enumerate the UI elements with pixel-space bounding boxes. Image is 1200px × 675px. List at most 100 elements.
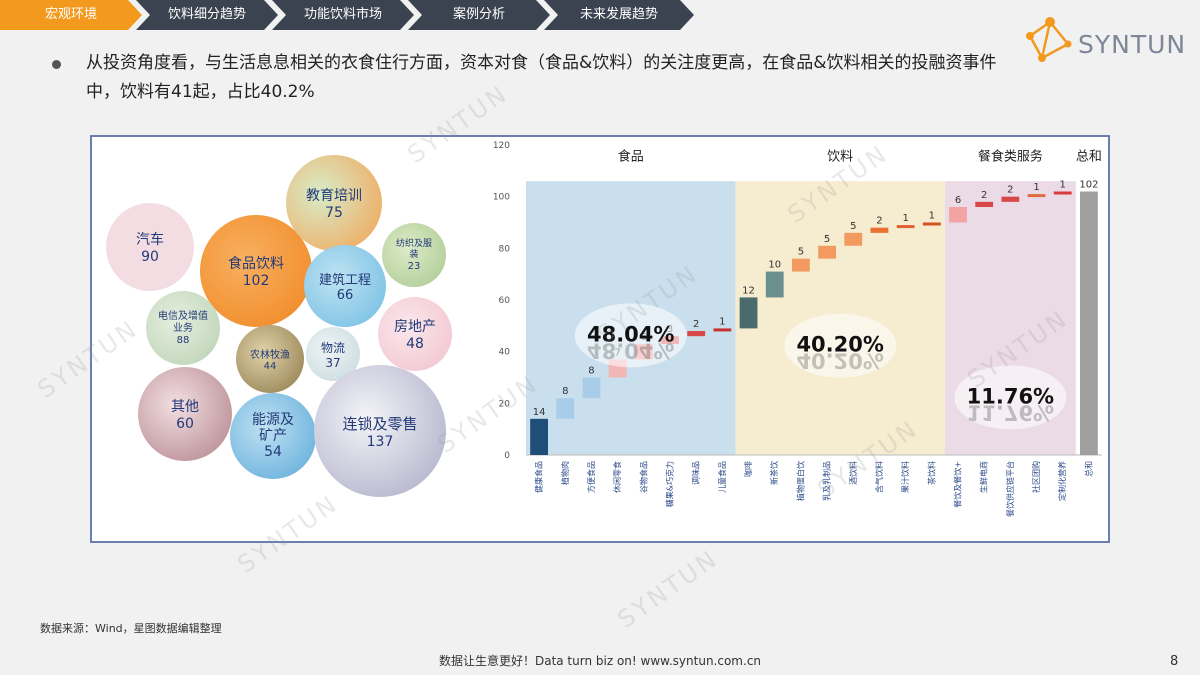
bar xyxy=(1080,191,1098,455)
bar xyxy=(1027,194,1046,198)
bar xyxy=(556,398,575,419)
bar-value-label: 8 xyxy=(588,366,594,377)
bar-value-label: 1 xyxy=(1033,182,1039,193)
category-label: 定制化营养 xyxy=(1057,461,1067,501)
category-label: 总和 xyxy=(1083,461,1093,477)
bar xyxy=(1001,196,1020,202)
bar xyxy=(582,377,601,399)
group-percent-reflection: 48.04% xyxy=(587,338,674,362)
category-label: 生鲜电商 xyxy=(979,461,989,493)
group-percent-label: 48.04% xyxy=(587,322,674,346)
bubble-textile: 纺织及服装 23 xyxy=(382,223,446,287)
summary-text: 从投资角度看，与生活息息相关的衣食住行方面，资本对食（食品&饮料）的关注度更高，… xyxy=(86,53,997,102)
bar xyxy=(818,245,836,259)
nav-tab-functional-beverage[interactable]: 功能饮料市场 xyxy=(272,0,414,30)
bubble-retail: 连锁及零售 137 xyxy=(314,365,446,497)
category-label: 谷物食品 xyxy=(638,461,648,493)
chart-frame: 汽车 90 食品饮料 102 教育培训 75 纺织及服装 23 建筑工程 66 电信及增值… xyxy=(90,135,1110,543)
syntun-logo: SYNTUN xyxy=(1020,14,1190,70)
category-label: 果汁饮料 xyxy=(900,461,910,493)
bar-value-label: 12 xyxy=(742,285,755,296)
bubble-other: 其他 60 xyxy=(138,367,232,461)
category-label: 休闲零食 xyxy=(612,461,622,493)
category-label: 酒饮料 xyxy=(848,461,858,485)
bar-value-label: 14 xyxy=(533,407,546,418)
category-label: 糖果&巧克力 xyxy=(665,461,675,507)
bar xyxy=(870,227,889,233)
category-label: 餐饮供应链平台 xyxy=(1005,461,1015,517)
bar-value-label: 1 xyxy=(1060,180,1066,191)
bubble-education: 教育培训 75 xyxy=(286,155,382,251)
y-tick-label: 60 xyxy=(499,296,511,306)
bar-value-label: 1 xyxy=(902,213,908,224)
data-source: 数据来源：Wind，星图数据编辑整理 xyxy=(40,622,222,635)
logo-text: SYNTUN xyxy=(1078,30,1187,59)
waterfall-chart: 食品 饮料 餐食类服务 总和02040608010012014健康食品8植物肉8方便食… xyxy=(493,141,1102,517)
bar-value-label: 1 xyxy=(719,316,725,327)
bubble-energy: 能源及矿产 54 xyxy=(230,393,316,479)
bar xyxy=(975,201,994,207)
bar xyxy=(739,297,758,329)
bar-value-label: 5 xyxy=(850,221,856,232)
group-label: 食品 xyxy=(618,149,644,165)
group-percent-reflection: 11.76% xyxy=(967,400,1054,424)
category-label: 方便食品 xyxy=(586,461,596,493)
footer-slogan: 数据让生意更好！Data turn biz on! www.syntun.com… xyxy=(438,654,762,668)
bubble-food-beverage: 食品饮料 102 xyxy=(200,215,312,327)
top-navigation: 宏观环境 饮料细分趋势 功能饮料市场 案例分析 未来发展趋势 xyxy=(0,0,700,30)
category-label: 乳及乳制品 xyxy=(822,461,832,501)
bar xyxy=(792,258,810,272)
group-percent-label: 11.76% xyxy=(967,384,1054,408)
bullet-dot xyxy=(52,60,61,69)
category-label: 咖啡 xyxy=(743,461,753,477)
group-label: 总和 xyxy=(1076,150,1102,165)
bubble-real-estate: 房地产 48 xyxy=(378,297,452,371)
category-label: 餐饮及餐饮+ xyxy=(953,461,963,508)
page-number: 8 xyxy=(1170,654,1179,669)
y-tick-label: 40 xyxy=(499,348,511,358)
category-label: 茶饮料 xyxy=(926,461,936,485)
bubble-auto: 汽车 90 xyxy=(106,203,194,291)
nav-tab-future-trends[interactable]: 未来发展趋势 xyxy=(544,0,694,30)
category-label: 植物蛋白饮 xyxy=(795,461,805,501)
bar xyxy=(687,331,706,337)
y-tick-label: 100 xyxy=(493,193,510,203)
bar-value-label: 5 xyxy=(824,234,830,245)
bar-value-label: 10 xyxy=(768,260,781,271)
category-label: 调味品 xyxy=(691,461,701,485)
bar-value-label: 102 xyxy=(1079,180,1098,191)
group-percent-label: 40.20% xyxy=(796,333,883,357)
bar-value-label: 5 xyxy=(798,247,804,258)
bar xyxy=(922,222,941,226)
category-label: 新茶饮 xyxy=(769,461,779,485)
group-label: 饮料 xyxy=(827,150,853,165)
bar-value-label: 8 xyxy=(562,386,568,397)
bar xyxy=(713,328,732,332)
bar-value-label: 2 xyxy=(1007,185,1013,196)
bubble-agriculture: 农林牧渔 44 xyxy=(236,325,304,393)
bar-value-label: 2 xyxy=(981,190,987,201)
bubble-logistics: 物流 37 xyxy=(306,327,360,381)
nav-tab-beverage-segments[interactable]: 饮料细分趋势 xyxy=(136,0,278,30)
percent-glow xyxy=(574,303,687,368)
bar xyxy=(896,225,915,229)
group-percent-reflection: 40.20% xyxy=(796,349,883,373)
bar-value-label: 1 xyxy=(929,211,935,222)
bubble-construction: 建筑工程 66 xyxy=(304,245,386,327)
bar xyxy=(1053,191,1072,195)
category-label: 儿童食品 xyxy=(717,461,727,493)
y-tick-label: 20 xyxy=(499,399,511,409)
category-label: 社区团购 xyxy=(1031,461,1041,493)
bubble-telecom: 电信及增值业务 88 xyxy=(146,291,220,365)
watermark: SYNTUN xyxy=(612,544,724,634)
bar xyxy=(530,418,548,455)
group-label: 餐食类服务 xyxy=(978,149,1043,165)
bar xyxy=(844,232,863,246)
logo-network-icon xyxy=(1026,17,1072,62)
percent-glow xyxy=(784,313,897,378)
nav-tab-macro[interactable]: 宏观环境 xyxy=(0,0,142,30)
nav-tab-case-study[interactable]: 案例分析 xyxy=(408,0,550,30)
category-label: 含气饮料 xyxy=(874,461,884,493)
bar-value-label: 2 xyxy=(876,216,882,227)
y-tick-label: 0 xyxy=(504,451,510,461)
